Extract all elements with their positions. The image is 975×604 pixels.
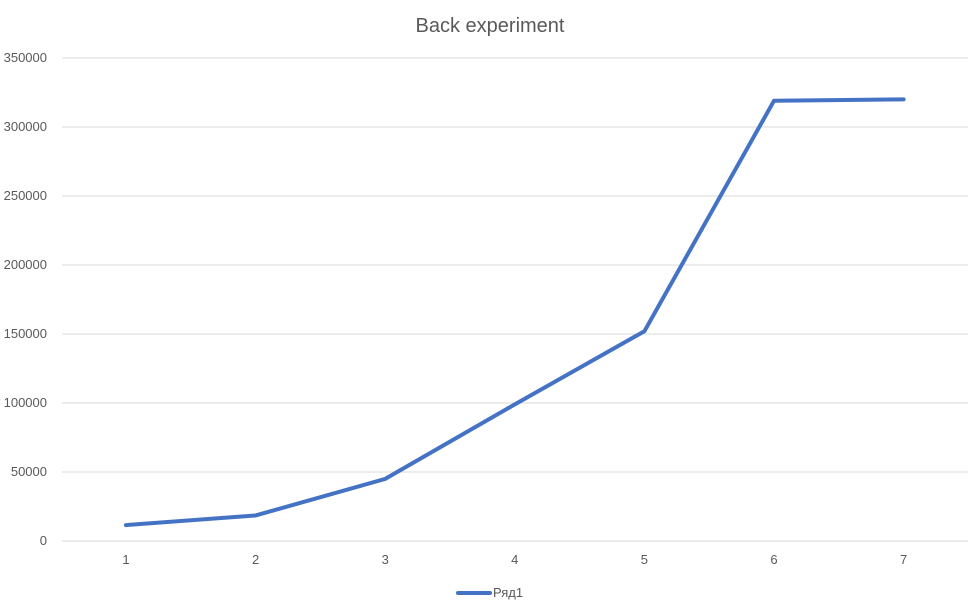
x-tick-label: 3 (382, 552, 389, 567)
series-group (124, 97, 906, 528)
y-tick-label: 300000 (4, 119, 47, 134)
y-tick-label: 0 (40, 533, 47, 548)
series-line (124, 97, 906, 528)
chart-title: Back experiment (416, 15, 565, 37)
x-tick-label: 2 (252, 552, 259, 567)
legend: Ряд1 (456, 585, 523, 600)
x-tick-label: 5 (641, 552, 648, 567)
x-tick-label: 1 (122, 552, 129, 567)
y-tick-label: 250000 (4, 188, 47, 203)
legend-label: Ряд1 (493, 585, 523, 600)
y-tick-label: 150000 (4, 326, 47, 341)
x-tick-label: 7 (900, 552, 907, 567)
x-axis-tick-labels: 1 2 3 4 5 6 7 (122, 552, 907, 567)
y-tick-label: 50000 (11, 464, 47, 479)
y-axis-tick-labels: 0 50000 100000 150000 200000 250000 300000 3500… (4, 50, 47, 548)
y-tick-label: 200000 (4, 257, 47, 272)
x-tick-label: 4 (511, 552, 518, 567)
y-tick-label: 350000 (4, 50, 47, 65)
gridlines (62, 57, 968, 542)
x-tick-label: 6 (770, 552, 777, 567)
y-tick-label: 100000 (4, 395, 47, 410)
